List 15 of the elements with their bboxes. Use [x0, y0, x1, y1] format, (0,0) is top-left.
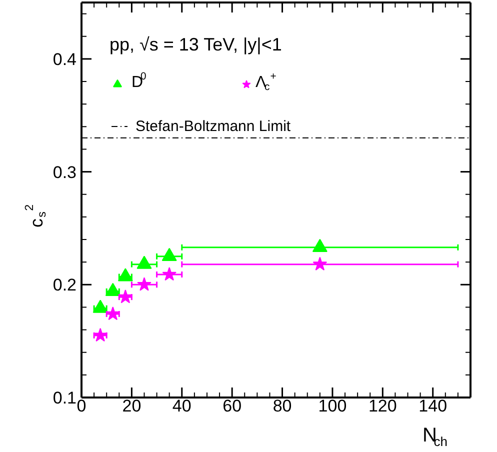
x-tick-label: 40	[172, 396, 192, 416]
y-tick-label: 0.4	[52, 50, 77, 69]
x-tick-label: 60	[222, 396, 242, 416]
x-tick-label: 140	[418, 396, 448, 416]
x-tick-label: 100	[318, 396, 347, 416]
annotation: pp, √s = 13 TeV, |y|<1	[110, 34, 282, 54]
x-tick-label: 80	[272, 396, 292, 416]
y-tick-label: 0.3	[52, 162, 77, 182]
y-tick-label: 0.2	[52, 276, 77, 295]
x-tick-label: 0	[76, 396, 86, 416]
ref-line-label: Stefan-Boltzmann Limit	[136, 118, 292, 135]
y-axis-title: cs2	[22, 204, 48, 228]
x-tick-label: 120	[368, 396, 397, 416]
y-tick-label: 0.1	[52, 388, 77, 408]
x-tick-label: 20	[122, 396, 142, 416]
